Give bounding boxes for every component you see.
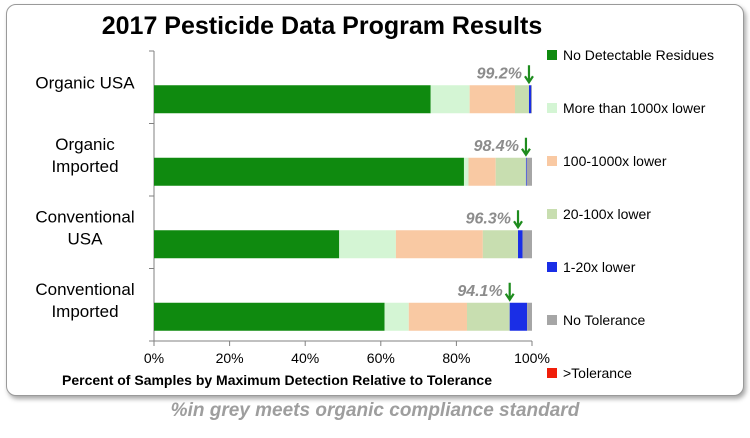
annotation-arrow — [504, 282, 515, 302]
footer-caption: %in grey meets organic compliance standa… — [170, 400, 580, 421]
legend-label: No Detectable Residues — [563, 47, 714, 63]
x-tick-label: 100% — [514, 350, 550, 366]
bar-segment — [495, 157, 526, 186]
legend-label: >Tolerance — [563, 365, 632, 381]
chart-frame: 2017 Pesticide Data Program Results 0% 20… — [6, 4, 744, 396]
bar-segment — [527, 302, 532, 331]
bar-segment — [522, 230, 532, 259]
legend-label: No Tolerance — [563, 312, 645, 328]
annotation-arrow — [524, 65, 534, 85]
category-label: Conventional Imported — [35, 280, 134, 321]
legend-swatch — [547, 209, 557, 219]
category-label: Conventional USA — [35, 207, 134, 248]
annotation-label: 96.3% — [466, 210, 511, 227]
bar-segment — [526, 157, 532, 186]
bar-segment — [466, 302, 510, 331]
x-tick-label: 60% — [367, 350, 395, 366]
category-label: Organic Imported — [51, 135, 118, 176]
bar-segment — [468, 157, 496, 186]
bar-segment — [509, 302, 528, 331]
bar-segment — [463, 157, 469, 186]
legend-label: 100-1000x lower — [563, 153, 667, 169]
bar-segment — [518, 230, 523, 259]
bar-segment — [154, 85, 431, 114]
annotation-arrow — [521, 137, 531, 157]
x-axis-label: Percent of Samples by Maximum Detection … — [62, 372, 492, 388]
x-tick-label: 40% — [291, 350, 319, 366]
legend-label: 1-20x lower — [563, 259, 636, 275]
category-label: Organic USA — [35, 73, 135, 92]
bar-segment — [408, 302, 467, 331]
bar-segment — [339, 230, 396, 259]
legend-label: 20-100x lower — [563, 206, 651, 222]
bar-segment — [430, 85, 470, 114]
bar-segment — [395, 230, 483, 259]
bar-segment — [514, 85, 529, 114]
x-tick-label: 0% — [144, 350, 164, 366]
annotation-label: 99.2% — [477, 65, 522, 82]
legend-swatch — [547, 156, 557, 166]
bar-segment — [154, 230, 340, 259]
annotation-label: 98.4% — [474, 138, 519, 155]
bar-segment — [469, 85, 515, 114]
plot-area: 0% 20% 40% 60% 80% 100% Organic USA 99.2% Organi… — [35, 50, 550, 366]
annotation-label: 94.1% — [457, 283, 502, 300]
chart-title: 2017 Pesticide Data Program Results — [102, 12, 542, 40]
legend-swatch — [547, 50, 557, 60]
bar-segment — [482, 230, 519, 259]
x-tick-label: 80% — [442, 350, 470, 366]
annotation-arrow — [513, 210, 523, 230]
legend-swatch — [547, 262, 557, 272]
bar-segment — [384, 302, 409, 331]
bar-segment — [531, 85, 532, 114]
x-tick-label: 20% — [216, 350, 244, 366]
bar-segment — [154, 302, 385, 331]
legend-swatch — [547, 368, 557, 378]
legend-swatch — [547, 315, 557, 325]
bar-segment — [154, 157, 464, 186]
legend: No Detectable Residues More than 1000x lo… — [547, 47, 714, 381]
legend-swatch — [547, 103, 557, 113]
chart-svg: 2017 Pesticide Data Program Results 0% 20… — [35, 12, 714, 388]
legend-label: More than 1000x lower — [563, 100, 706, 116]
bar-segment — [528, 85, 532, 114]
bar-segment — [525, 157, 527, 186]
